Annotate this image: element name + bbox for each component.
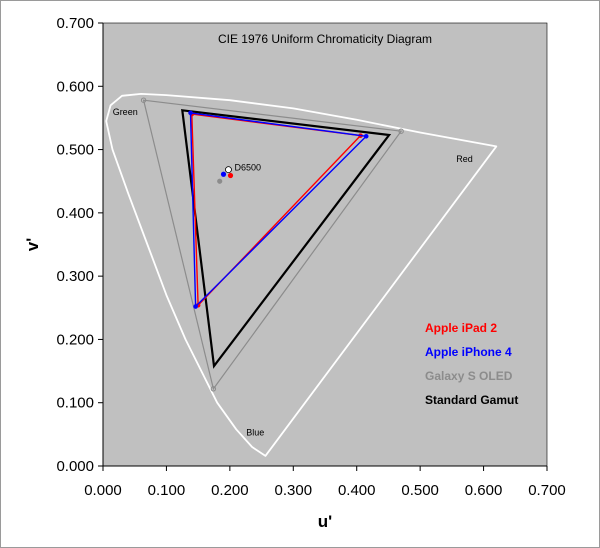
region-label-blue: Blue [246,428,264,438]
region-label-green: Green [113,107,138,117]
vertex-galaxy-s-oled-2 [210,386,217,392]
legend-item-apple-ipad-2: Apple iPad 2 [425,321,497,335]
y-tick-label-4: 0.400 [56,205,94,222]
legend-item-apple-iphone-4: Apple iPhone 4 [425,345,512,359]
y-tick-label-2: 0.200 [56,331,94,348]
y-tick-label-5: 0.500 [56,142,94,159]
x-tick-label-2: 0.200 [211,482,249,499]
x-tick-label-6: 0.600 [465,482,503,499]
x-tick-label-3: 0.300 [275,482,313,499]
vertex-apple-iphone-4-2 [193,304,198,309]
y-axis-title: v' [23,238,42,252]
x-tick-label-7: 0.700 [528,482,566,499]
d6500-label: D6500 [234,163,261,173]
vertex-galaxy-s-oled-1 [398,128,404,134]
gamut-galaxy-s-oled [142,99,403,391]
y-tick-label-6: 0.600 [56,78,94,95]
spectral-locus [105,93,498,457]
x-tick-label-4: 0.400 [338,482,376,499]
vertex-apple-iphone-4-1 [363,133,369,139]
vertex-galaxy-s-oled-0 [140,97,147,103]
y-tick-label-1: 0.100 [56,395,94,412]
vertex-apple-iphone-4-0 [188,110,193,116]
x-tick-label-1: 0.100 [148,482,186,499]
gamut-apple-iphone-4 [189,112,368,309]
legend-item-galaxy-s-oled: Galaxy S OLED [425,369,513,383]
region-label-red: Red [456,154,473,164]
legend: Apple iPad 2 Apple iPhone 4 Galaxy S OLED S… [425,321,518,407]
x-tick-label-0: 0.000 [84,482,122,499]
chart-title: CIE 1976 Uniform Chromaticity Diagram [218,32,432,46]
gamut-standard-gamut [181,109,392,369]
y-tick-label-3: 0.300 [56,268,94,285]
d6500-point [225,166,232,174]
legend-item-standard-gamut: Standard Gamut [425,393,518,407]
white-point-apple-ipad-2 [227,172,234,179]
plot-border [102,22,548,467]
x-tick-label-5: 0.500 [401,482,439,499]
white-point-apple-iphone-4 [220,171,227,177]
y-tick-label-7: 0.700 [56,15,94,32]
y-tick-label-0: 0.000 [56,458,94,475]
white-point-galaxy-s-oled [217,178,223,184]
x-axis-title: u' [318,512,332,531]
